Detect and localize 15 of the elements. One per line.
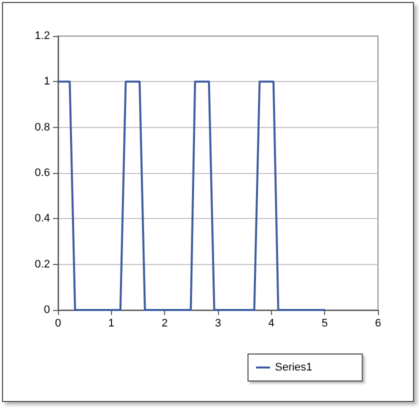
legend-label: Series1 [275,362,312,374]
x-tick-label: 3 [214,318,222,330]
x-tick-label: 2 [162,318,168,330]
y-tick-label: 1 [44,76,50,88]
y-tick-label: 0.6 [34,167,50,179]
x-tick-label: 0 [54,318,62,330]
y-tick-label: 0.2 [34,258,50,270]
y-tick-label: 0.4 [34,212,50,225]
y-tick-label: 0.8 [34,121,50,134]
x-tick-label: 5 [322,318,328,330]
x-tick-label: 6 [374,318,382,330]
x-tick-label: 1 [108,318,114,330]
y-tick-label: 1.2 [34,30,50,42]
y-tick-label: 0 [44,304,50,316]
x-tick-label: 4 [268,318,274,330]
